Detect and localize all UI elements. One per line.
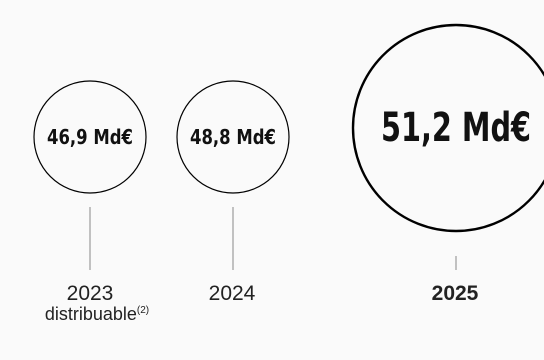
- bubble-2025: [351, 23, 544, 233]
- value-label-2025: 51,2 Md€: [381, 105, 531, 151]
- value-label-2024: 48,8 Md€: [190, 125, 276, 149]
- bubble-2024: [176, 80, 290, 194]
- value-label-2023: 46,9 Md€: [47, 125, 133, 149]
- category-label-2023: 2023: [66, 282, 114, 305]
- footnote-ref: (2): [136, 305, 150, 316]
- bubble-2023: [33, 80, 147, 194]
- category-label-2024: 2024: [208, 282, 256, 305]
- category-note-text: distribuable: [44, 304, 137, 324]
- category-label-2025: 2025: [431, 282, 479, 305]
- category-note-2023: distribuable(2): [45, 305, 149, 323]
